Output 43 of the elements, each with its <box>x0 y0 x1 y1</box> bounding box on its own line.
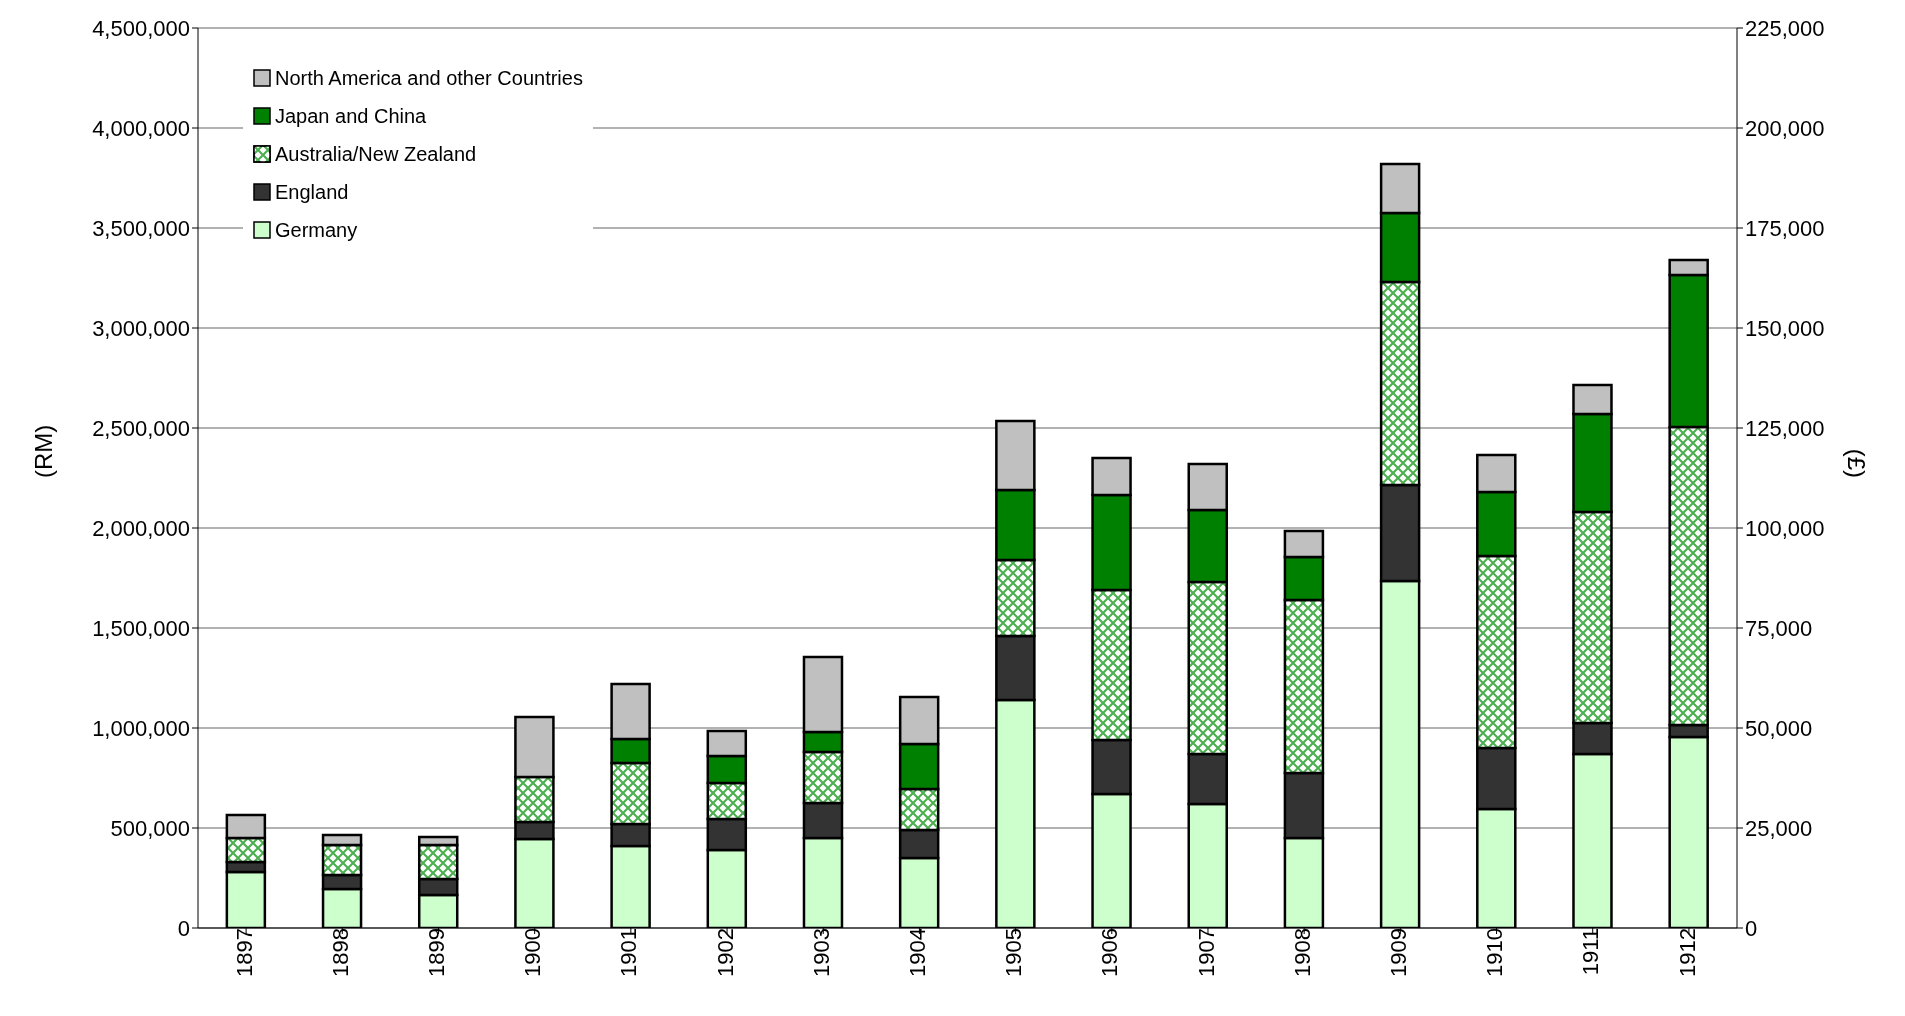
y2-tick-label: 200,000 <box>1745 115 1825 141</box>
x-tick-label: 1907 <box>1193 928 1219 977</box>
y-tick-label: 2,000,000 <box>92 515 190 541</box>
legend-label: England <box>275 180 349 204</box>
y-tick-label: 4,000,000 <box>92 115 190 141</box>
y2-tick-label: 125,000 <box>1745 415 1825 441</box>
y-tick-label: 2,500,000 <box>92 415 190 441</box>
y-tick-label: 0 <box>177 915 190 941</box>
x-tick-label: 1901 <box>616 928 642 977</box>
x-tick-label: 1912 <box>1674 928 1700 977</box>
y-tick-label: 3,500,000 <box>92 215 190 241</box>
x-tick-label: 1904 <box>905 928 931 977</box>
legend-label: Japan and China <box>275 104 427 128</box>
y-tick-label: 500,000 <box>110 815 190 841</box>
y2-tick-label: 50,000 <box>1745 715 1813 741</box>
x-tick-label: 1898 <box>327 928 353 977</box>
x-tick-label: 1909 <box>1385 928 1411 977</box>
y-tick-label: 3,000,000 <box>92 315 190 341</box>
y-tick-label: 1,500,000 <box>92 615 190 641</box>
x-tick-label: 1911 <box>1578 928 1604 976</box>
y2-tick-label: 75,000 <box>1745 615 1813 641</box>
legend-label: Australia/New Zealand <box>275 142 477 166</box>
x-tick-label: 1902 <box>712 928 738 977</box>
x-tick-label: 1906 <box>1097 928 1123 977</box>
y2-tick-label: 225,000 <box>1745 15 1825 41</box>
y2-tick-label: 150,000 <box>1745 315 1825 341</box>
y2-tick-label: 25,000 <box>1745 815 1813 841</box>
y-tick-label: 4,500,000 <box>92 15 190 41</box>
y2-axis-title: (£) <box>1843 448 1871 478</box>
y2-tick-label: 0 <box>1745 915 1758 941</box>
y2-tick-label: 175,000 <box>1745 215 1825 241</box>
legend-label: Germany <box>275 218 358 242</box>
x-tick-label: 1900 <box>520 928 546 977</box>
x-tick-label: 1910 <box>1482 928 1508 977</box>
y2-tick-label: 100,000 <box>1745 515 1825 541</box>
x-tick-label: 1903 <box>808 928 834 977</box>
x-tick-label: 1905 <box>1001 928 1027 977</box>
x-tick-label: 1908 <box>1289 928 1315 977</box>
x-tick-label: 1897 <box>231 928 257 977</box>
legend-label: North America and other Countries <box>275 66 583 90</box>
y-axis-title: (RM) <box>29 424 57 478</box>
y-tick-label: 1,000,000 <box>92 715 190 741</box>
x-tick-label: 1899 <box>424 928 450 977</box>
